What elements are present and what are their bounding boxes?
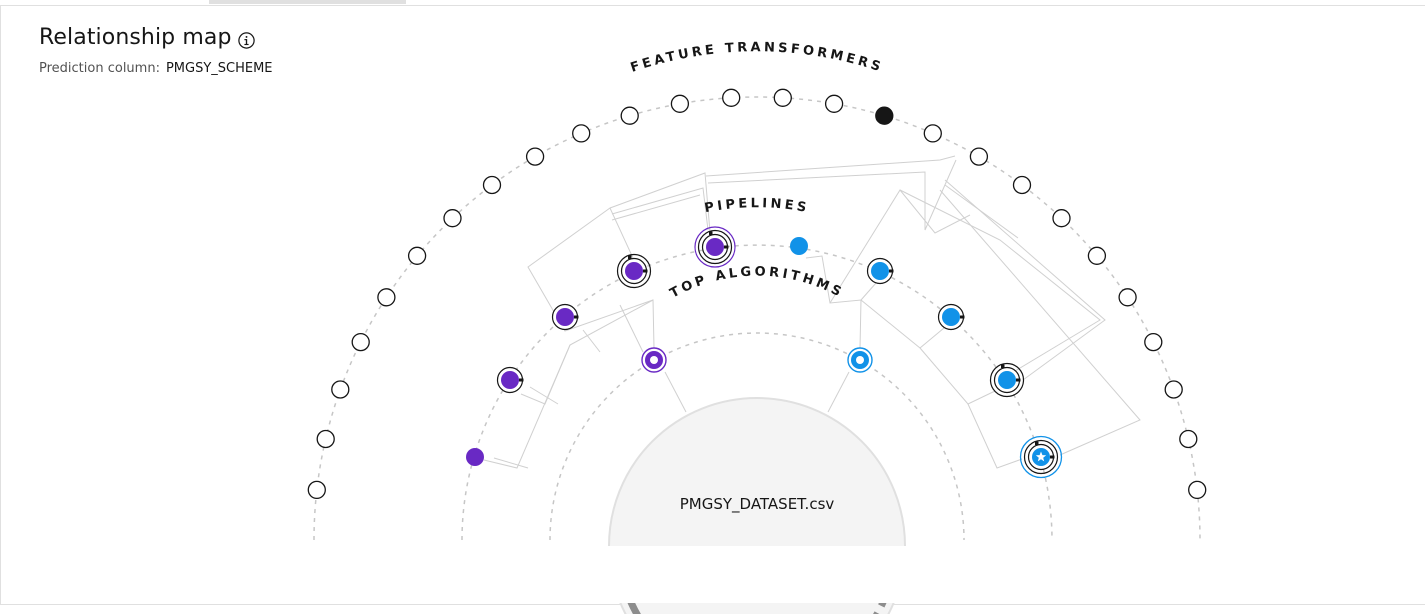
pipeline-node-5[interactable] bbox=[694, 226, 736, 268]
feature-transformers-ring bbox=[313, 96, 1201, 541]
feature-transformers bbox=[307, 88, 1207, 500]
connector-line bbox=[529, 386, 559, 405]
pipeline-node-10[interactable] bbox=[1019, 435, 1063, 479]
connector-line bbox=[705, 155, 956, 177]
feature-transformer-node[interactable] bbox=[351, 332, 370, 352]
top-algorithms-label-text: TOP ALGORITHMS bbox=[668, 265, 843, 302]
connector-line bbox=[619, 304, 644, 353]
top-algorithms bbox=[641, 347, 873, 373]
feature-transformer-node-selected[interactable] bbox=[875, 106, 894, 125]
pipelines bbox=[466, 226, 1063, 479]
feature-transformers-label-text: FEATURE TRANSFORMERS bbox=[629, 40, 882, 76]
feature-transformer-node[interactable] bbox=[1179, 429, 1198, 449]
pipeline-node-8[interactable] bbox=[937, 303, 965, 331]
ring-guides bbox=[313, 96, 1201, 541]
top-algorithm-node-1[interactable] bbox=[641, 347, 667, 373]
feature-transformer-node[interactable] bbox=[482, 175, 502, 195]
top-tab-strip bbox=[0, 0, 1425, 6]
connector-line bbox=[829, 189, 971, 304]
pipeline-node-9[interactable] bbox=[989, 362, 1025, 398]
connectors bbox=[483, 155, 1141, 469]
connector-line bbox=[860, 282, 877, 301]
pipeline-node-6[interactable] bbox=[790, 237, 808, 255]
connector-line bbox=[827, 371, 850, 413]
top-algorithms-ring bbox=[549, 332, 965, 541]
pipeline-node-2[interactable] bbox=[496, 366, 524, 394]
feature-transformer-node[interactable] bbox=[1188, 480, 1207, 500]
feature-transformer-node[interactable] bbox=[1164, 380, 1183, 399]
connector-line bbox=[967, 403, 1023, 469]
feature-transformer-node[interactable] bbox=[1012, 175, 1032, 195]
feature-transformer-node[interactable] bbox=[377, 288, 396, 307]
feature-transformer-node[interactable] bbox=[1118, 288, 1137, 307]
feature-transformer-node[interactable] bbox=[1144, 332, 1163, 352]
feature-transformer-node[interactable] bbox=[525, 147, 545, 166]
feature-transformer-node[interactable] bbox=[1052, 209, 1071, 228]
connector-line bbox=[611, 194, 701, 221]
page-title: Relationship map bbox=[39, 25, 232, 50]
info-icon[interactable] bbox=[237, 31, 256, 50]
prediction-column-value: PMGSY_SCHEME bbox=[165, 61, 273, 76]
feature-transformer-node[interactable] bbox=[316, 429, 335, 449]
feature-transformer-node[interactable] bbox=[443, 209, 462, 228]
feature-transformer-node[interactable] bbox=[572, 124, 591, 143]
connector-line bbox=[899, 189, 1101, 381]
pipelines-label-text: PIPELINES bbox=[703, 196, 807, 216]
feature-transformer-node[interactable] bbox=[331, 380, 350, 399]
pipeline-node-4[interactable] bbox=[616, 253, 652, 289]
feature-transformer-node[interactable] bbox=[670, 94, 690, 113]
prediction-column: Prediction column: PMGSY_SCHEME bbox=[39, 61, 273, 76]
feature-transformer-node[interactable] bbox=[969, 147, 989, 166]
top-algorithms-label: TOP ALGORITHMS bbox=[668, 265, 847, 302]
star-icon bbox=[1035, 451, 1047, 462]
dataset-name: PMGSY_DATASET.csv bbox=[680, 495, 835, 514]
prediction-column-label: Prediction column: bbox=[39, 61, 160, 76]
feature-transformer-node[interactable] bbox=[620, 106, 639, 125]
top-algorithm-node-2[interactable] bbox=[847, 347, 873, 373]
connector-line bbox=[483, 344, 571, 469]
connector-line bbox=[805, 255, 862, 349]
connector-line bbox=[707, 159, 957, 231]
feature-transformer-node[interactable] bbox=[307, 480, 326, 500]
feature-transformers-label: FEATURE TRANSFORMERS bbox=[629, 40, 885, 76]
feature-transformer-node[interactable] bbox=[923, 124, 942, 143]
pipelines-ring bbox=[461, 244, 1053, 541]
connector-line bbox=[611, 187, 709, 231]
pipeline-node-7[interactable] bbox=[866, 257, 894, 285]
connector-line bbox=[527, 207, 655, 349]
feature-transformer-node[interactable] bbox=[722, 88, 741, 107]
feature-transformer-node[interactable] bbox=[824, 94, 844, 113]
pipelines-label: PIPELINES bbox=[703, 196, 810, 216]
pipeline-node-3[interactable] bbox=[551, 303, 579, 331]
pipeline-node-1[interactable] bbox=[466, 448, 484, 466]
feature-transformer-node[interactable] bbox=[407, 246, 427, 265]
connector-line bbox=[944, 179, 1106, 381]
active-tab-indicator[interactable] bbox=[209, 0, 406, 4]
chart-bottom-mask bbox=[1, 546, 1424, 603]
connector-line bbox=[664, 371, 687, 413]
connector-line bbox=[493, 457, 529, 469]
connector-line bbox=[520, 299, 654, 405]
feature-transformer-node[interactable] bbox=[1087, 246, 1107, 265]
connector-line bbox=[860, 299, 945, 349]
connector-line bbox=[582, 329, 601, 353]
connector-line bbox=[609, 172, 711, 233]
feature-transformer-node[interactable] bbox=[773, 88, 792, 107]
connector-line bbox=[919, 347, 996, 405]
connector-line bbox=[939, 189, 1141, 456]
